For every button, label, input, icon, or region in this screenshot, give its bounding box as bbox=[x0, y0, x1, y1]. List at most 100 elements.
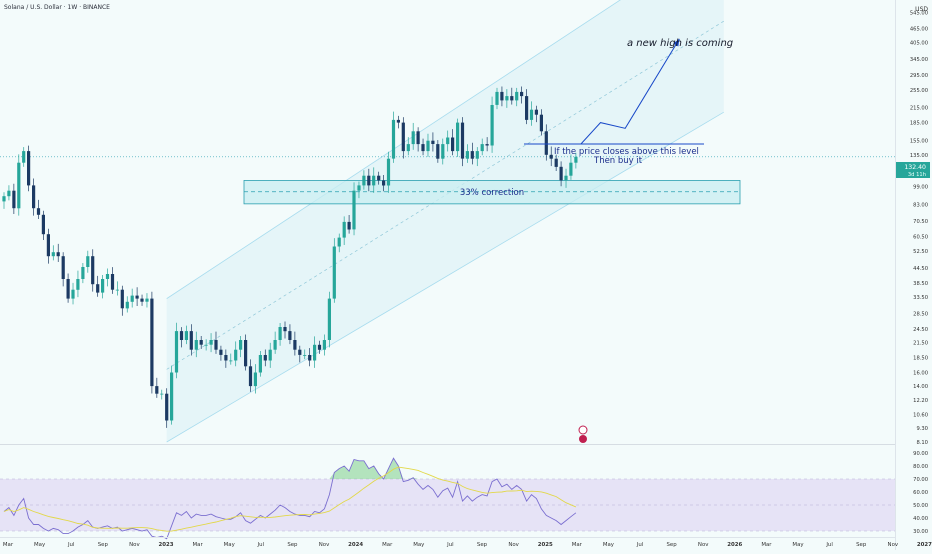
candle-body bbox=[105, 274, 110, 279]
candle-body bbox=[441, 144, 445, 159]
time-label: Mar bbox=[193, 542, 204, 548]
price-tick-label: 99.00 bbox=[913, 185, 928, 191]
price-axis[interactable] bbox=[895, 0, 932, 550]
correction-label: 33% correction bbox=[460, 188, 524, 198]
candle-body bbox=[362, 175, 366, 186]
time-label: Mar bbox=[572, 542, 583, 548]
candle bbox=[525, 89, 529, 125]
candle-body bbox=[155, 386, 159, 394]
candle-body bbox=[367, 175, 371, 186]
candle-body bbox=[130, 295, 134, 302]
candle bbox=[12, 183, 16, 214]
candle-body bbox=[283, 327, 287, 332]
price-tick-label: 405.00 bbox=[910, 41, 928, 47]
candle bbox=[441, 138, 445, 165]
candle bbox=[96, 275, 100, 297]
candle-body bbox=[421, 144, 425, 152]
candle-body bbox=[470, 151, 474, 159]
candle bbox=[150, 291, 154, 394]
rsi-tick-label: 60.00 bbox=[913, 490, 928, 496]
time-label: Sep bbox=[477, 542, 488, 548]
candle-body bbox=[564, 175, 568, 181]
candle bbox=[460, 117, 465, 167]
candle bbox=[372, 167, 376, 193]
price-tick-label: 28.50 bbox=[913, 312, 928, 318]
candle-body bbox=[288, 331, 292, 340]
candle-body bbox=[534, 109, 538, 115]
new-high-label: a new high is coming bbox=[627, 38, 733, 49]
candle-body bbox=[224, 355, 228, 361]
candle-body bbox=[352, 190, 356, 230]
candle-body bbox=[66, 279, 70, 299]
candle bbox=[22, 147, 26, 167]
time-label: Jul bbox=[636, 542, 644, 548]
candle-body bbox=[61, 256, 65, 279]
candle-body bbox=[27, 151, 31, 186]
rsi-tick-label: 30.00 bbox=[913, 529, 928, 535]
event-markers[interactable] bbox=[578, 425, 588, 443]
candle-body bbox=[170, 372, 174, 421]
candle bbox=[135, 287, 139, 307]
candle bbox=[32, 178, 36, 216]
time-label: Mar bbox=[761, 542, 772, 548]
candle bbox=[505, 89, 509, 108]
candle bbox=[426, 133, 430, 157]
candle-body bbox=[510, 96, 514, 101]
candle-body bbox=[485, 144, 489, 146]
candle bbox=[406, 137, 410, 156]
buy-condition-label-2: Then buy it bbox=[593, 156, 643, 166]
candle-body bbox=[56, 252, 60, 257]
candle-body bbox=[184, 331, 188, 340]
candle bbox=[224, 349, 228, 368]
candle-body bbox=[465, 151, 469, 159]
candle-body bbox=[337, 237, 341, 247]
candle-body bbox=[544, 131, 548, 155]
candle bbox=[189, 324, 193, 356]
candle bbox=[554, 154, 558, 171]
candle bbox=[431, 132, 435, 152]
candle-body bbox=[234, 349, 238, 361]
candle bbox=[160, 389, 164, 400]
price-tick-label: 24.50 bbox=[913, 327, 928, 333]
candle-body bbox=[110, 274, 115, 290]
candle bbox=[7, 185, 11, 201]
candle-body bbox=[12, 190, 16, 209]
candle bbox=[352, 182, 356, 236]
arrowhead-icon bbox=[673, 38, 680, 47]
price-tick-label: 60.50 bbox=[913, 235, 928, 241]
candle-body bbox=[377, 175, 381, 181]
candle bbox=[51, 245, 55, 261]
candle bbox=[86, 250, 90, 273]
candle-body bbox=[219, 349, 223, 355]
time-label: Jul bbox=[257, 542, 265, 548]
candle bbox=[76, 270, 80, 298]
price-tick-label: 545.00 bbox=[910, 10, 928, 16]
candle bbox=[500, 86, 504, 107]
candle bbox=[81, 262, 85, 284]
candle-body bbox=[490, 105, 494, 146]
time-label: May bbox=[34, 542, 46, 548]
candle-body bbox=[426, 140, 430, 152]
price-tick-label: 38.50 bbox=[913, 281, 928, 287]
candle bbox=[125, 296, 129, 313]
candle-body bbox=[436, 144, 440, 159]
candle bbox=[574, 152, 578, 169]
candle-body bbox=[101, 279, 105, 293]
time-axis[interactable]: Mar May Jul Sep Nov 2023 Mar May Jul Sep Nov 2024 Ma… bbox=[3, 542, 932, 548]
candle-body bbox=[386, 158, 391, 186]
candle bbox=[2, 192, 6, 209]
candle-body bbox=[244, 340, 248, 367]
candle bbox=[36, 199, 41, 219]
candle-body bbox=[317, 344, 322, 350]
candle-body bbox=[17, 162, 21, 209]
candle-body bbox=[313, 344, 317, 361]
candle bbox=[283, 321, 287, 339]
candle bbox=[155, 377, 159, 398]
time-label: Sep bbox=[667, 542, 678, 548]
candle bbox=[263, 349, 267, 367]
candle bbox=[475, 147, 479, 167]
candle-body bbox=[446, 137, 450, 145]
candle bbox=[248, 359, 253, 392]
